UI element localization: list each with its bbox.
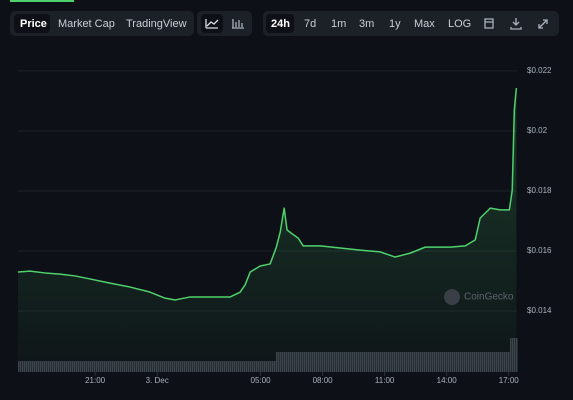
tab[interactable]: TradingView <box>126 18 187 30</box>
active-tab-bg <box>14 14 50 33</box>
y-tick-label: $0.02 <box>527 126 548 135</box>
watermark-logo <box>444 289 460 305</box>
line-style-active[interactable] <box>201 14 223 33</box>
range-button[interactable]: 1m <box>331 18 346 30</box>
watermark-text: CoinGecko <box>464 292 514 303</box>
active-indicator <box>10 0 74 2</box>
price-line <box>17 87 518 301</box>
price-area <box>18 88 517 373</box>
range-button[interactable]: 7d <box>304 18 316 30</box>
range-group <box>263 11 559 36</box>
x-tick-label: 05:00 <box>251 376 272 385</box>
range-button[interactable]: 24h <box>271 18 290 30</box>
x-tick-label: 3. Dec <box>146 376 169 385</box>
tab[interactable]: Price <box>20 18 47 30</box>
range-button[interactable]: 3m <box>359 18 374 30</box>
x-tick-label: 08:00 <box>313 376 334 385</box>
x-tick-label: 17:00 <box>499 376 520 385</box>
tab-group <box>10 11 194 36</box>
volume-bar <box>516 338 518 372</box>
range-button[interactable]: 1y <box>389 18 401 30</box>
y-tick-label: $0.018 <box>527 186 552 195</box>
tab[interactable]: Market Cap <box>58 18 115 30</box>
x-tick-label: 21:00 <box>85 376 106 385</box>
y-tick-label: $0.016 <box>527 246 552 255</box>
active-range-bg <box>266 14 294 33</box>
candle-icon[interactable] <box>232 19 244 29</box>
calendar-icon[interactable] <box>484 18 494 29</box>
y-tick-label: $0.014 <box>527 306 552 315</box>
range-button[interactable]: Max <box>414 18 435 30</box>
download-icon[interactable] <box>510 18 522 30</box>
watermark: CoinGecko <box>444 289 514 305</box>
y-tick-label: $0.022 <box>527 66 552 75</box>
x-tick-label: 11:00 <box>375 376 395 385</box>
expand-icon[interactable] <box>538 19 548 29</box>
line-icon <box>205 19 219 29</box>
x-tick-label: 14:00 <box>437 376 458 385</box>
range-button[interactable]: LOG <box>448 18 471 30</box>
